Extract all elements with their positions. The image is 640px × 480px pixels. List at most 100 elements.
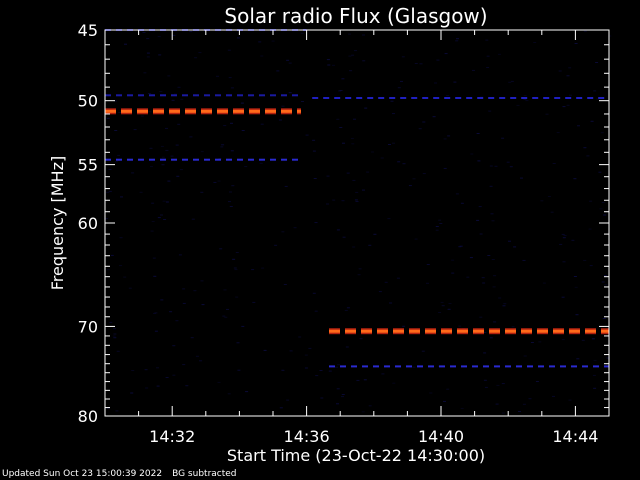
line-segment xyxy=(334,97,341,99)
noise-speck xyxy=(301,101,304,102)
line-segment xyxy=(521,97,528,99)
line-segment xyxy=(400,97,407,99)
noise-speck xyxy=(179,169,183,171)
line-segment xyxy=(105,94,111,97)
noise-speck xyxy=(346,307,350,309)
noise-speck xyxy=(119,237,123,239)
noise-speck xyxy=(436,59,440,61)
noise-speck xyxy=(131,370,135,371)
noise-speck xyxy=(237,369,241,371)
noise-speck xyxy=(562,237,566,239)
noise-speck xyxy=(233,267,237,269)
noise-speck xyxy=(516,104,520,106)
noise-speck xyxy=(113,337,117,339)
noise-speck xyxy=(156,385,160,387)
noise-speck xyxy=(336,388,340,390)
noise-speck xyxy=(152,257,156,259)
noise-speck xyxy=(154,330,158,332)
noise-speck xyxy=(351,54,355,56)
noise-speck xyxy=(286,59,290,61)
line-segment xyxy=(598,97,605,99)
line-segment xyxy=(483,365,489,368)
noise-speck xyxy=(146,56,150,58)
noise-speck xyxy=(593,90,597,92)
noise-speck xyxy=(566,104,570,106)
noise-speck xyxy=(583,147,587,149)
line-segment xyxy=(582,365,588,368)
y-axis: 45 50 55 60 70 80 xyxy=(78,21,609,426)
line-segment xyxy=(538,365,544,368)
noise-speck xyxy=(397,161,401,163)
line-segment xyxy=(160,158,166,161)
line-segment xyxy=(433,97,440,99)
line-segment xyxy=(604,365,609,368)
noise-speck xyxy=(165,149,169,151)
noise-speck xyxy=(533,42,537,43)
line-segment xyxy=(281,158,287,161)
noise-speck xyxy=(455,40,459,42)
noise-speck xyxy=(434,82,437,84)
noise-speck xyxy=(110,254,114,256)
noise-speck xyxy=(235,252,239,253)
noise-speck xyxy=(484,386,488,388)
noise-speck xyxy=(363,379,367,381)
line-segment xyxy=(297,109,301,113)
noise-speck xyxy=(180,98,184,100)
x-tick-label: 14:40 xyxy=(418,427,464,446)
noise-speck xyxy=(227,393,231,395)
noise-speck xyxy=(426,282,429,284)
noise-speck xyxy=(446,388,450,390)
noise-speck xyxy=(229,191,232,193)
noise-speck xyxy=(419,63,423,65)
noise-speck xyxy=(443,138,447,140)
line-segment xyxy=(505,365,511,368)
line-segment xyxy=(137,109,148,113)
noise-speck xyxy=(191,218,195,220)
noise-speck xyxy=(476,133,480,134)
noise-speck xyxy=(190,337,194,339)
noise-speck xyxy=(165,201,169,203)
line-segment xyxy=(417,365,423,368)
noise-speck xyxy=(117,154,121,156)
noise-speck xyxy=(300,32,304,34)
y-tick-label: 55 xyxy=(78,156,98,175)
line-segment xyxy=(377,329,388,333)
noise-speck xyxy=(438,312,442,313)
noise-speck xyxy=(493,275,497,277)
noise-speck xyxy=(315,375,319,377)
noise-speck xyxy=(477,160,481,162)
noise-speck xyxy=(574,43,578,44)
line-segment xyxy=(576,97,583,99)
noise-speck xyxy=(421,350,425,352)
noise-speck xyxy=(228,201,231,203)
noise-speck xyxy=(443,167,447,169)
noise-speck xyxy=(513,246,517,248)
line-segment xyxy=(510,97,517,99)
line-segment xyxy=(494,365,500,368)
noise-speck xyxy=(337,364,341,366)
line-segment xyxy=(537,329,548,333)
x-axis: 14:32 14:36 14:40 14:44 xyxy=(104,30,610,446)
noise-speck xyxy=(583,259,587,261)
noise-speck xyxy=(353,118,356,120)
y-tick-label: 70 xyxy=(78,317,98,336)
noise-speck xyxy=(189,136,193,138)
noise-speck xyxy=(261,267,265,269)
noise-speck xyxy=(153,275,157,277)
noise-speck xyxy=(447,308,451,310)
noise-speck xyxy=(606,357,610,359)
noise-speck xyxy=(402,325,406,327)
noise-speck xyxy=(589,200,593,202)
line-segment xyxy=(441,329,452,333)
updated-timestamp: Updated Sun Oct 23 15:00:39 2022 xyxy=(2,469,163,479)
noise-speck xyxy=(313,178,317,179)
noise-speck xyxy=(608,35,612,37)
noise-speck xyxy=(226,308,229,310)
noise-speck xyxy=(342,142,345,144)
noise-speck xyxy=(491,259,495,260)
line-segment xyxy=(489,329,500,333)
noise-speck xyxy=(175,320,179,322)
noise-speck xyxy=(298,336,302,338)
y-tick-label: 60 xyxy=(78,214,98,233)
